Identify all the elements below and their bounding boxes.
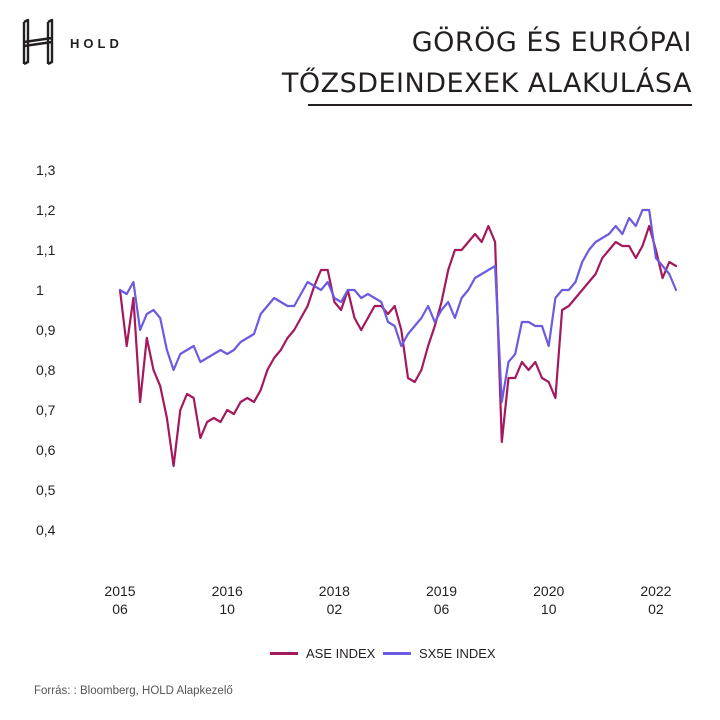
x-tick-year: 2016 (212, 583, 243, 599)
series-line-ase-index (118, 224, 678, 468)
legend-item: SX5E INDEX (383, 646, 496, 661)
y-tick-label: 1 (36, 282, 44, 298)
y-tick-label: 0,9 (36, 322, 56, 338)
y-tick-label: 0,5 (36, 482, 56, 498)
hold-logo-icon (22, 18, 54, 66)
x-tick-month: 06 (434, 601, 450, 617)
y-tick-label: 0,6 (36, 442, 56, 458)
y-tick-label: 0,7 (36, 402, 56, 418)
y-tick-label: 0,4 (36, 522, 56, 538)
y-tick-label: 0,8 (36, 362, 56, 378)
x-tick-label: 2015 06 (104, 583, 135, 617)
series-line-sx5e-index (118, 208, 678, 404)
chart-title: GÖRÖG ÉS EURÓPAI TŐZSDEINDEXEK ALAKULÁSA (282, 22, 692, 104)
title-underline (308, 104, 692, 106)
x-tick-month: 10 (219, 601, 235, 617)
legend-swatch (383, 652, 411, 655)
x-tick-year: 2019 (426, 583, 457, 599)
y-tick-label: 1,3 (36, 162, 56, 178)
x-tick-month: 02 (327, 601, 343, 617)
x-tick-year: 2015 (104, 583, 135, 599)
source-note: Forrás: : Bloomberg, HOLD Alapkezelő (34, 685, 233, 697)
brand-logo: HOLD (18, 18, 123, 68)
legend-item: ASE INDEX (270, 646, 375, 661)
legend: ASE INDEX SX5E INDEX (0, 646, 720, 664)
x-tick-label: 2022 02 (640, 583, 671, 617)
line-chart: 1,3 1,2 1,1 1 0,9 0,8 0,7 0,6 0,5 0,4 2015 06 2016 10… (36, 162, 678, 617)
y-tick-label: 1,2 (36, 202, 56, 218)
title-line-1: GÖRÖG ÉS EURÓPAI (411, 27, 692, 58)
x-tick-year: 2020 (533, 583, 564, 599)
x-tick-label: 2019 06 (426, 583, 457, 617)
legend-label: SX5E INDEX (419, 646, 496, 661)
legend-label: ASE INDEX (306, 646, 376, 661)
x-tick-month: 06 (112, 601, 128, 617)
y-tick-label: 1,1 (36, 242, 56, 258)
x-tick-label: 2018 02 (319, 583, 350, 617)
logo-text: HOLD (70, 35, 123, 51)
x-tick-label: 2016 10 (212, 583, 243, 617)
x-tick-month: 10 (541, 601, 557, 617)
legend-swatch (270, 652, 298, 655)
x-tick-month: 02 (648, 601, 664, 617)
title-line-2: TŐZSDEINDEXEK ALAKULÁSA (281, 68, 692, 99)
x-tick-year: 2022 (640, 583, 671, 599)
x-tick-label: 2020 10 (533, 583, 564, 617)
x-tick-year: 2018 (319, 583, 350, 599)
